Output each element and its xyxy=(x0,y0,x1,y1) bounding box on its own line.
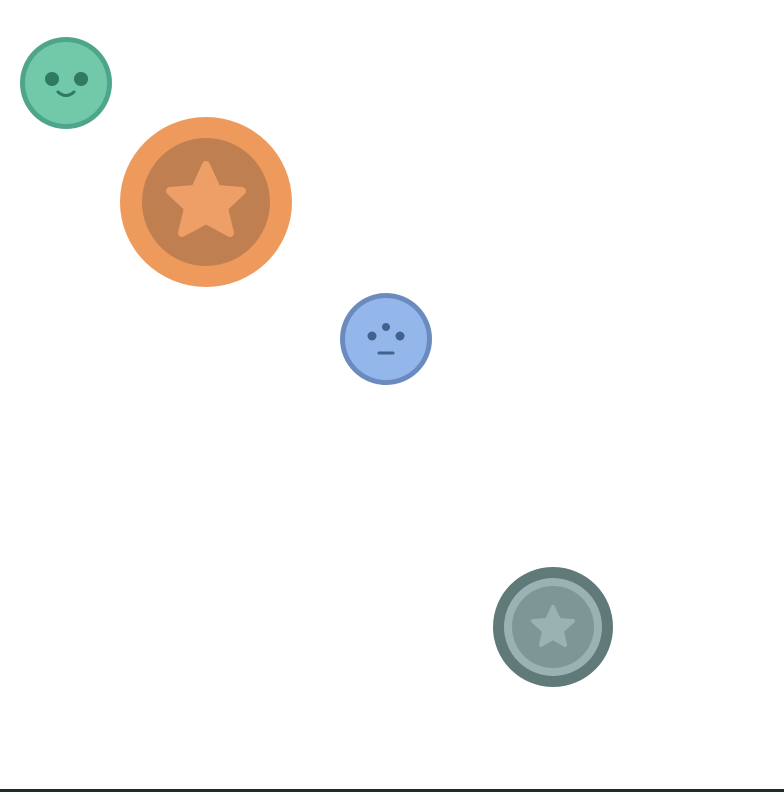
smiley-face-icon xyxy=(45,72,88,97)
star-icon xyxy=(166,161,246,237)
green-smiley-token[interactable] xyxy=(19,36,113,130)
neutral-face-icon xyxy=(367,323,405,355)
blue-token-face xyxy=(345,298,427,380)
green-token-face xyxy=(25,42,107,124)
orange-star-token[interactable] xyxy=(120,117,292,287)
star-icon xyxy=(531,605,575,647)
gray-star-token[interactable] xyxy=(493,567,613,687)
blue-neutral-token[interactable] xyxy=(339,292,433,386)
bottom-border xyxy=(0,789,784,792)
